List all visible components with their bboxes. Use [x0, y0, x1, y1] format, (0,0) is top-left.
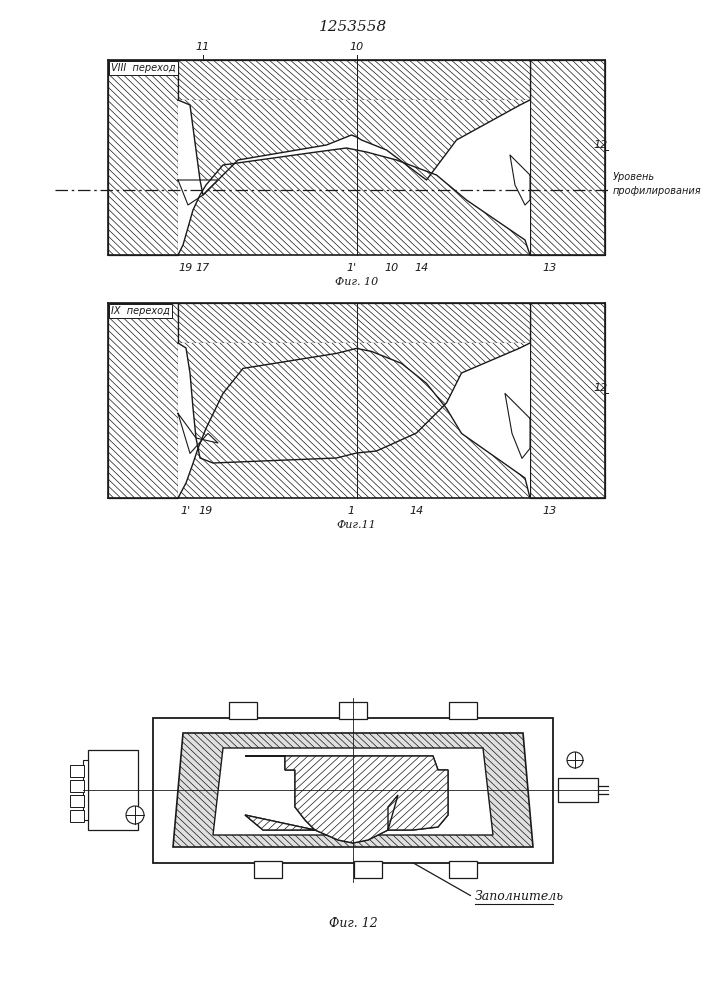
Text: VIII  переход: VIII переход: [111, 63, 175, 73]
Polygon shape: [178, 343, 530, 463]
Polygon shape: [178, 100, 530, 195]
Text: Фиг.11: Фиг.11: [337, 520, 376, 530]
Polygon shape: [530, 303, 605, 498]
Polygon shape: [178, 180, 218, 205]
Bar: [70, 810, 84, 822]
Text: Фиг. 10: Фиг. 10: [335, 277, 378, 287]
Bar: [70, 765, 84, 777]
Text: 1': 1': [181, 506, 191, 516]
Bar: [449, 702, 477, 719]
Text: α: α: [368, 141, 375, 151]
Bar: [70, 795, 84, 807]
Bar: [354, 861, 382, 878]
Polygon shape: [173, 733, 533, 847]
Text: 1': 1': [346, 263, 356, 273]
Circle shape: [567, 752, 583, 768]
Bar: [558, 778, 598, 802]
Bar: [449, 861, 477, 878]
Text: 13: 13: [543, 506, 557, 516]
Text: 12: 12: [593, 140, 607, 150]
Polygon shape: [108, 303, 178, 498]
Bar: [83, 760, 88, 820]
Text: α: α: [335, 446, 341, 456]
Polygon shape: [245, 756, 448, 843]
Text: Фиг. 12: Фиг. 12: [329, 917, 378, 930]
Bar: [339, 702, 367, 719]
Text: 1253558: 1253558: [319, 20, 387, 34]
Text: 10: 10: [385, 263, 399, 273]
Bar: [70, 780, 84, 792]
Text: α: α: [366, 444, 372, 454]
Circle shape: [126, 806, 144, 824]
Text: 14: 14: [414, 263, 428, 273]
Polygon shape: [178, 413, 218, 453]
Polygon shape: [245, 756, 448, 843]
Bar: [153, 718, 553, 863]
Polygon shape: [213, 748, 493, 835]
Polygon shape: [178, 100, 530, 255]
Polygon shape: [510, 155, 530, 205]
Polygon shape: [178, 343, 530, 498]
Text: 1: 1: [348, 506, 355, 516]
Text: Заполнитель: Заполнитель: [475, 890, 564, 904]
Text: 14: 14: [409, 506, 423, 516]
Text: 13: 13: [543, 263, 557, 273]
Text: 10: 10: [349, 42, 363, 52]
Polygon shape: [245, 756, 448, 843]
Polygon shape: [178, 60, 530, 100]
Bar: [254, 861, 282, 878]
Text: 19: 19: [179, 263, 193, 273]
Polygon shape: [178, 303, 530, 343]
Polygon shape: [108, 60, 178, 255]
Polygon shape: [505, 393, 530, 458]
Text: 17: 17: [196, 263, 210, 273]
Text: α: α: [333, 137, 339, 147]
Text: IX  переход: IX переход: [111, 306, 170, 316]
Text: 12: 12: [593, 383, 607, 393]
Polygon shape: [178, 148, 530, 255]
Polygon shape: [530, 60, 605, 255]
Text: Уровень
профилирования: Уровень профилирования: [613, 172, 701, 196]
Bar: [88, 750, 138, 830]
Polygon shape: [178, 348, 530, 498]
Text: 19: 19: [199, 506, 213, 516]
Bar: [229, 702, 257, 719]
Text: 11: 11: [196, 42, 210, 52]
